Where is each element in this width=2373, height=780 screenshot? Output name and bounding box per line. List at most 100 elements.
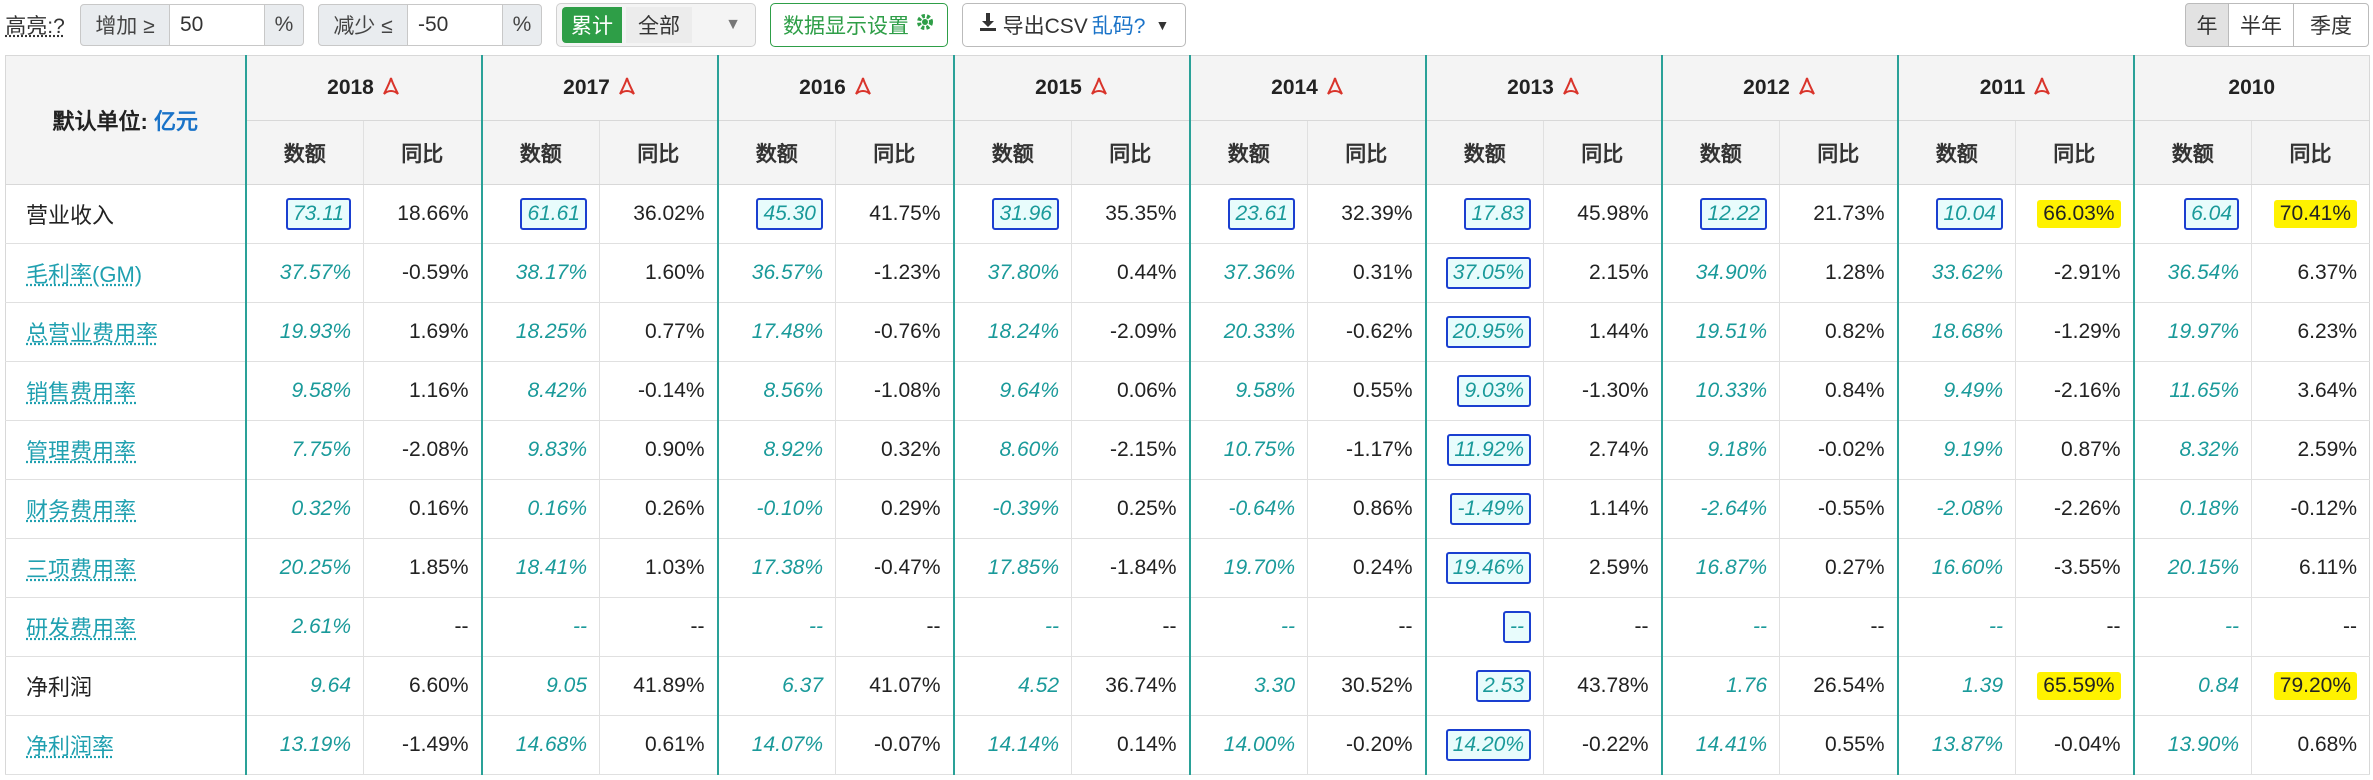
amount-cell[interactable]: 36.57%	[716, 243, 836, 303]
amount-cell[interactable]: 1.39	[1896, 656, 2016, 716]
amount-cell[interactable]: 0.32%	[244, 479, 364, 539]
amount-cell[interactable]: 11.65%	[2132, 361, 2252, 421]
garbled-help-link[interactable]: 乱码?	[1091, 15, 1146, 38]
amount-cell[interactable]: --	[952, 597, 1072, 657]
amount-cell[interactable]: 17.38%	[716, 538, 836, 598]
amount-cell[interactable]: 8.92%	[716, 420, 836, 480]
amount-cell[interactable]: 16.87%	[1660, 538, 1780, 598]
amount-cell[interactable]: 6.37	[716, 656, 836, 716]
amount-cell[interactable]: 8.56%	[716, 361, 836, 421]
amount-cell[interactable]: 14.20%	[1424, 715, 1544, 775]
amount-cell[interactable]: -2.64%	[1660, 479, 1780, 539]
amount-cell[interactable]: 10.04	[1896, 184, 2016, 244]
pdf-report-icon[interactable]	[1090, 76, 1108, 96]
pdf-report-icon[interactable]	[382, 76, 400, 96]
amount-cell[interactable]: 11.92%	[1424, 420, 1544, 480]
amount-cell[interactable]: 14.68%	[480, 715, 600, 775]
amount-cell[interactable]: 19.93%	[244, 302, 364, 362]
amount-cell[interactable]: 17.48%	[716, 302, 836, 362]
row-label[interactable]: 总营业费用率	[5, 302, 246, 362]
row-label[interactable]: 三项费用率	[5, 538, 246, 598]
period-year-button[interactable]: 年	[2185, 3, 2229, 47]
amount-cell[interactable]: 36.54%	[2132, 243, 2252, 303]
amount-cell[interactable]: 34.90%	[1660, 243, 1780, 303]
amount-cell[interactable]: 0.84	[2132, 656, 2252, 716]
amount-cell[interactable]: 13.87%	[1896, 715, 2016, 775]
pdf-report-icon[interactable]	[618, 76, 636, 96]
amount-cell[interactable]: 0.16%	[480, 479, 600, 539]
amount-cell[interactable]: 18.41%	[480, 538, 600, 598]
amount-cell[interactable]: 14.41%	[1660, 715, 1780, 775]
amount-cell[interactable]: -0.39%	[952, 479, 1072, 539]
amount-cell[interactable]: --	[1896, 597, 2016, 657]
data-display-settings-button[interactable]: 数据显示设置	[770, 3, 948, 47]
amount-cell[interactable]: 18.68%	[1896, 302, 2016, 362]
amount-cell[interactable]: 20.33%	[1188, 302, 1308, 362]
amount-cell[interactable]: -2.08%	[1896, 479, 2016, 539]
amount-cell[interactable]: 10.33%	[1660, 361, 1780, 421]
amount-cell[interactable]: 2.53	[1424, 656, 1544, 716]
amount-cell[interactable]: 8.32%	[2132, 420, 2252, 480]
increase-threshold-input[interactable]: 50	[169, 4, 265, 46]
amount-cell[interactable]: 23.61	[1188, 184, 1308, 244]
pdf-report-icon[interactable]	[1326, 76, 1344, 96]
amount-cell[interactable]: 12.22	[1660, 184, 1780, 244]
amount-cell[interactable]: 9.18%	[1660, 420, 1780, 480]
amount-cell[interactable]: 20.95%	[1424, 302, 1544, 362]
amount-cell[interactable]: 14.00%	[1188, 715, 1308, 775]
amount-cell[interactable]: 19.46%	[1424, 538, 1544, 598]
period-half-year-button[interactable]: 半年	[2228, 3, 2294, 47]
amount-cell[interactable]: 20.25%	[244, 538, 364, 598]
amount-cell[interactable]: 18.24%	[952, 302, 1072, 362]
period-quarter-button[interactable]: 季度	[2293, 3, 2369, 47]
amount-cell[interactable]: 2.61%	[244, 597, 364, 657]
all-toggle[interactable]: 全部	[626, 7, 692, 43]
amount-cell[interactable]: 16.60%	[1896, 538, 2016, 598]
amount-cell[interactable]: 9.64	[244, 656, 364, 716]
row-label[interactable]: 研发费用率	[5, 597, 246, 657]
amount-cell[interactable]: 73.11	[244, 184, 364, 244]
amount-cell[interactable]: 17.83	[1424, 184, 1544, 244]
amount-cell[interactable]: 13.90%	[2132, 715, 2252, 775]
amount-cell[interactable]: 3.30	[1188, 656, 1308, 716]
pdf-report-icon[interactable]	[1798, 76, 1816, 96]
amount-cell[interactable]: 37.05%	[1424, 243, 1544, 303]
row-label[interactable]: 净利润率	[5, 715, 246, 775]
amount-cell[interactable]: --	[2132, 597, 2252, 657]
export-csv-button[interactable]: 导出CSV 乱码? ▼	[962, 3, 1186, 47]
amount-cell[interactable]: 19.51%	[1660, 302, 1780, 362]
amount-cell[interactable]: --	[716, 597, 836, 657]
amount-cell[interactable]: --	[1188, 597, 1308, 657]
amount-cell[interactable]: 37.80%	[952, 243, 1072, 303]
amount-cell[interactable]: 38.17%	[480, 243, 600, 303]
row-label[interactable]: 毛利率(GM)	[5, 243, 246, 303]
highlight-label[interactable]: 高亮:?	[5, 15, 65, 38]
amount-cell[interactable]: 19.97%	[2132, 302, 2252, 362]
pdf-report-icon[interactable]	[1562, 76, 1580, 96]
row-label[interactable]: 管理费用率	[5, 420, 246, 480]
amount-cell[interactable]: --	[480, 597, 600, 657]
amount-cell[interactable]: 19.70%	[1188, 538, 1308, 598]
amount-cell[interactable]: 14.07%	[716, 715, 836, 775]
amount-cell[interactable]: 4.52	[952, 656, 1072, 716]
amount-cell[interactable]: 45.30	[716, 184, 836, 244]
amount-cell[interactable]: 9.49%	[1896, 361, 2016, 421]
amount-cell[interactable]: 18.25%	[480, 302, 600, 362]
amount-cell[interactable]: -1.49%	[1424, 479, 1544, 539]
amount-cell[interactable]: 37.57%	[244, 243, 364, 303]
amount-cell[interactable]: 6.04	[2132, 184, 2252, 244]
amount-cell[interactable]: 31.96	[952, 184, 1072, 244]
amount-cell[interactable]: -0.10%	[716, 479, 836, 539]
amount-cell[interactable]: 17.85%	[952, 538, 1072, 598]
amount-cell[interactable]: 10.75%	[1188, 420, 1308, 480]
amount-cell[interactable]: -0.64%	[1188, 479, 1308, 539]
decrease-threshold-input[interactable]: -50	[407, 4, 503, 46]
amount-cell[interactable]: 7.75%	[244, 420, 364, 480]
amount-cell[interactable]: 0.18%	[2132, 479, 2252, 539]
amount-cell[interactable]: 9.19%	[1896, 420, 2016, 480]
amount-cell[interactable]: 14.14%	[952, 715, 1072, 775]
amount-cell[interactable]: --	[1424, 597, 1544, 657]
cumulative-toggle[interactable]: 累计	[562, 7, 622, 43]
amount-cell[interactable]: 33.62%	[1896, 243, 2016, 303]
amount-cell[interactable]: 8.42%	[480, 361, 600, 421]
